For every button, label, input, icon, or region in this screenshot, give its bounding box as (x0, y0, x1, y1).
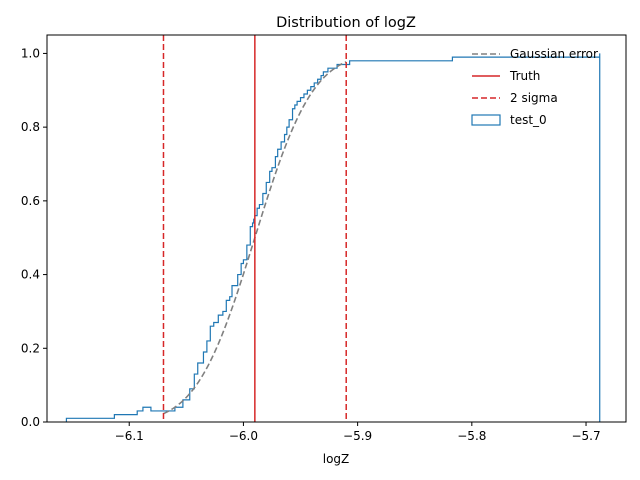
plot-area (65, 35, 601, 422)
legend-item: Truth (472, 69, 540, 83)
axes: −6.1 −6.0 −5.9 −5.8 −5.7 0.0 0.2 0.4 0.6 0.8 1.0 (21, 34, 627, 443)
y-tick-label: 0.0 (21, 415, 40, 429)
legend-label: Truth (509, 69, 540, 83)
legend-label: Gaussian error (510, 47, 598, 61)
y-tick-label: 0.6 (21, 194, 40, 208)
x-tick-label: −5.7 (571, 429, 600, 443)
legend-label: test_0 (510, 113, 547, 127)
legend-label: 2 sigma (510, 91, 558, 105)
legend-swatch-box (471, 114, 501, 126)
x-tick-label: −6.0 (229, 429, 258, 443)
legend: Gaussian error Truth 2 sigma test_0 (471, 47, 598, 127)
legend-item: 2 sigma (472, 91, 558, 105)
legend-item: test_0 (471, 113, 547, 127)
chart-title: Distribution of logZ (276, 15, 416, 31)
series-test_0-step-line (65, 53, 601, 422)
x-axis-title: logZ (323, 452, 350, 466)
y-tick-label: 0.2 (21, 341, 40, 355)
x-tick-label: −5.9 (343, 429, 372, 443)
y-tick-label: 0.8 (21, 120, 40, 134)
y-tick-label: 1.0 (21, 46, 40, 60)
legend-item: Gaussian error (472, 47, 598, 61)
x-tick-label: −5.8 (457, 429, 486, 443)
x-tick-label: −6.1 (115, 429, 144, 443)
y-tick-label: 0.4 (21, 268, 40, 282)
plot-frame (46, 34, 627, 423)
